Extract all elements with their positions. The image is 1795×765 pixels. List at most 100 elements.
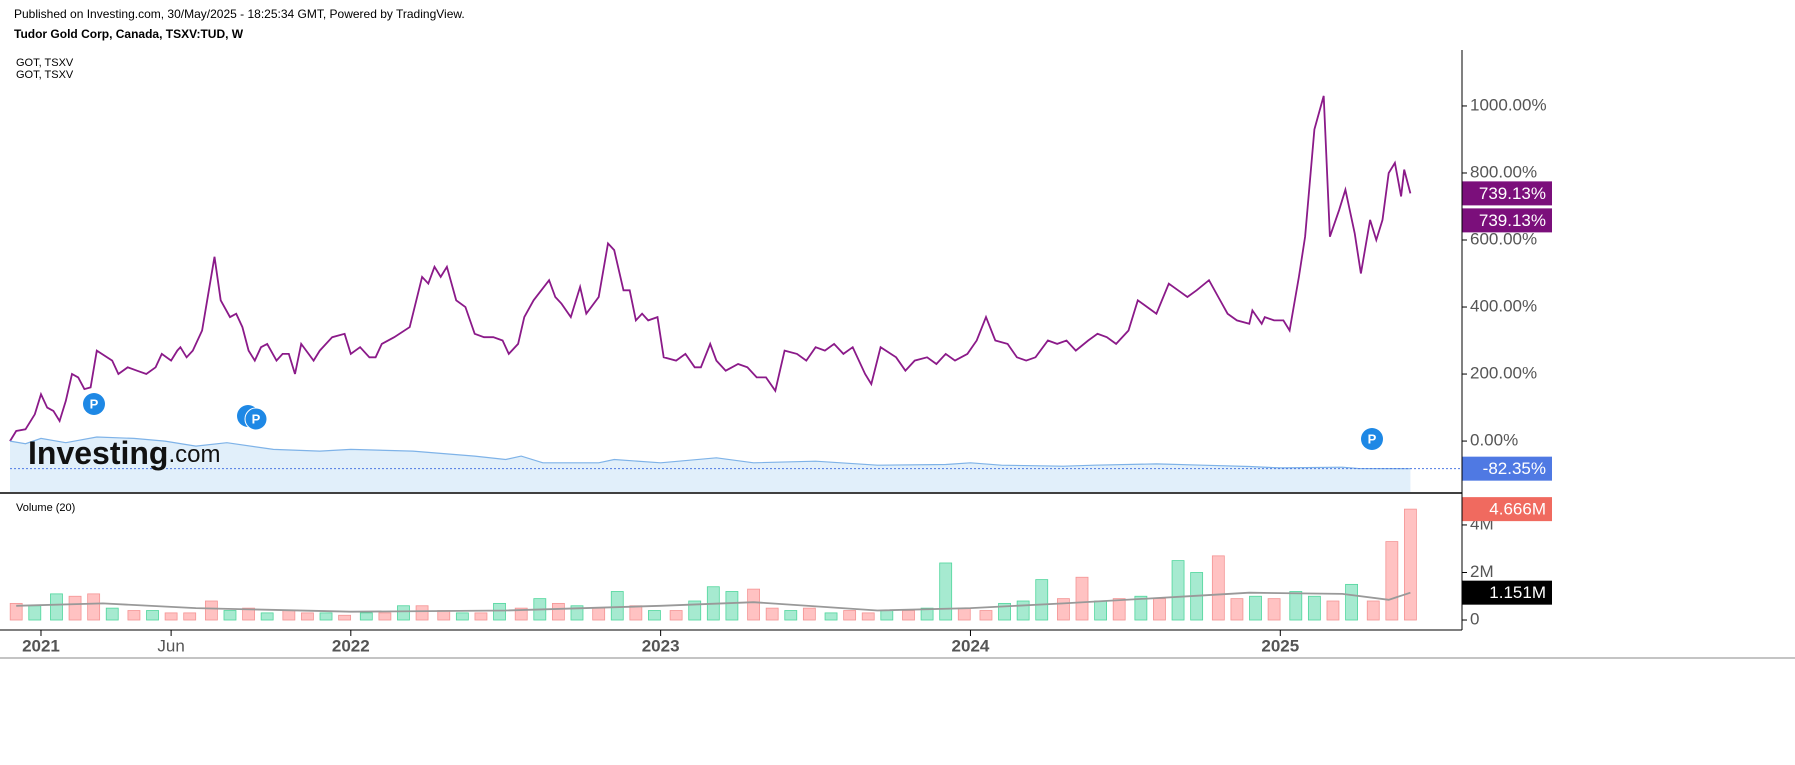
area-fill [10, 437, 1411, 492]
y-tick-label: 1000.00% [1470, 95, 1547, 114]
volume-bar [319, 612, 333, 621]
last-value-label: 739.13% [1479, 184, 1546, 203]
volume-bar [1230, 598, 1244, 621]
volume-bar [1112, 598, 1126, 621]
x-tick-label: 2025 [1261, 636, 1299, 655]
volume-bar [765, 607, 779, 621]
last-value-box [1462, 580, 1552, 605]
volume-bar [1016, 600, 1030, 621]
volume-bar [1171, 560, 1185, 621]
volume-bar [282, 610, 296, 621]
volume-bar [415, 605, 429, 621]
y-tick-label: 2M [1470, 562, 1494, 581]
x-tick-label: 2023 [642, 636, 680, 655]
x-tick-label: 2022 [332, 636, 370, 655]
panes: 0.00% 200.00% 400.00% 600.00% 800.00% 1000.00… [9, 95, 1552, 655]
volume-bar [592, 607, 606, 621]
last-value-label: 1.151M [1489, 583, 1546, 602]
event-marker[interactable]: P [237, 405, 268, 431]
series-line [16, 591, 1411, 613]
volume-bar [1075, 576, 1089, 621]
published-note: Published on Investing.com, 30/May/2025 … [14, 7, 465, 21]
volume-bar [998, 602, 1011, 621]
y-tick-label: 0.00% [1470, 431, 1518, 450]
volume-bar [1211, 555, 1225, 621]
event-marker-label[interactable]: P [252, 411, 261, 426]
event-marker-label[interactable]: P [90, 396, 99, 411]
last-value-box [1462, 181, 1552, 206]
volume-bar [183, 612, 197, 621]
volume-bar [87, 593, 101, 621]
volume-bar [455, 612, 469, 621]
volume-bar [28, 605, 42, 621]
volume-bar [688, 600, 702, 621]
volume-bar [301, 612, 314, 621]
x-tick-label: 2021 [22, 636, 60, 655]
volume-bar [1035, 579, 1049, 621]
x-tick-label: 2024 [952, 636, 990, 655]
volume-bar [50, 593, 63, 621]
volume-bar [359, 612, 373, 621]
event-marker-circle[interactable] [244, 407, 268, 431]
symbol-title: Tudor Gold Corp, Canada, TSXV:TUD, W [14, 27, 244, 41]
volume-bar [880, 610, 894, 621]
volume-bar [9, 602, 23, 621]
volume-bar [824, 612, 838, 621]
volume-bar [260, 612, 274, 621]
volume-bar [629, 605, 643, 621]
watermark: Investing.com [28, 435, 220, 471]
volume-bar [146, 610, 159, 621]
volume-bar [843, 610, 857, 621]
volume-bar [648, 610, 661, 621]
event-marker[interactable]: P [83, 393, 105, 415]
volume-bar [957, 607, 971, 621]
volume-bar [1326, 600, 1340, 621]
last-value-label: -82.35% [1483, 459, 1546, 478]
event-marker[interactable]: P [1361, 428, 1383, 450]
volume-bar [939, 562, 953, 621]
volume-bar [1289, 591, 1303, 621]
volume-bar [802, 607, 816, 621]
volume-bar [204, 600, 218, 621]
volume-bar [68, 595, 82, 621]
volume-bar [338, 614, 352, 621]
event-marker-circle[interactable] [1361, 428, 1383, 450]
volume-bar [397, 605, 410, 621]
y-tick-label: 400.00% [1470, 297, 1537, 316]
y-tick-label: 600.00% [1470, 229, 1537, 248]
last-value-box [1462, 456, 1552, 481]
volume-bar [378, 612, 392, 621]
volume-bar [610, 591, 624, 621]
legend-entry: GOT, TSXV [16, 57, 74, 69]
volume-bar [747, 588, 760, 621]
volume-bar [725, 591, 739, 621]
series-line [9, 95, 1412, 442]
volume-bar [920, 607, 934, 621]
volume-bar [1366, 600, 1380, 621]
volume-bar [127, 610, 141, 621]
event-marker-label[interactable]: P [1368, 431, 1377, 446]
volume-bar [902, 610, 915, 621]
volume-bar [979, 610, 993, 621]
watermark-suffix: .com [168, 441, 220, 468]
volume-bar [474, 612, 488, 621]
y-tick-label: 0 [1470, 610, 1479, 629]
volume-title: Volume (20) [16, 502, 75, 514]
last-value-box [1462, 497, 1552, 522]
volume-bar [164, 612, 178, 621]
volume-bar [514, 607, 528, 621]
volume-bar [242, 607, 255, 621]
last-value-label: 739.13% [1479, 211, 1546, 230]
series-line [9, 436, 1411, 470]
volume-bar [437, 610, 451, 621]
event-marker-circle[interactable] [83, 393, 105, 415]
volume-bar [1249, 595, 1262, 621]
volume-bar [1057, 598, 1070, 621]
legend-entry: GOT, TSXV [16, 69, 74, 81]
volume-bar [1094, 600, 1107, 621]
volume-bar [105, 607, 119, 621]
volume-bar [551, 602, 565, 621]
volume-bar [861, 612, 875, 621]
